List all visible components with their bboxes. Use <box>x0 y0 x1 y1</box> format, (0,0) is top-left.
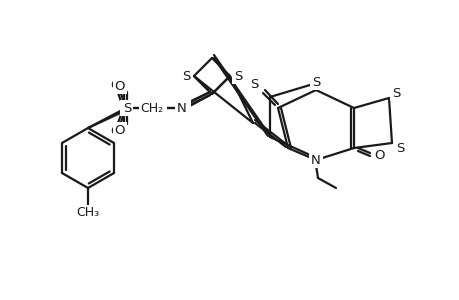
Text: O: O <box>111 79 121 92</box>
Text: CH₂: CH₂ <box>142 101 165 115</box>
Text: O: O <box>114 80 125 92</box>
Text: S: S <box>233 70 241 83</box>
Text: S: S <box>122 101 130 115</box>
Text: S: S <box>391 86 399 100</box>
Text: S: S <box>395 142 403 154</box>
Text: CH₃: CH₃ <box>76 206 99 220</box>
Text: N: N <box>310 154 320 166</box>
Text: O: O <box>114 124 125 136</box>
Text: S: S <box>181 70 190 83</box>
Text: S: S <box>181 70 190 83</box>
Text: O: O <box>374 148 385 161</box>
Text: S: S <box>249 77 257 91</box>
Text: CH₂: CH₂ <box>140 101 163 115</box>
Text: S: S <box>233 70 241 83</box>
Text: S: S <box>311 76 319 88</box>
Text: N: N <box>177 101 186 115</box>
Text: O: O <box>111 124 121 137</box>
Text: N: N <box>179 101 189 115</box>
Text: S: S <box>123 101 131 115</box>
